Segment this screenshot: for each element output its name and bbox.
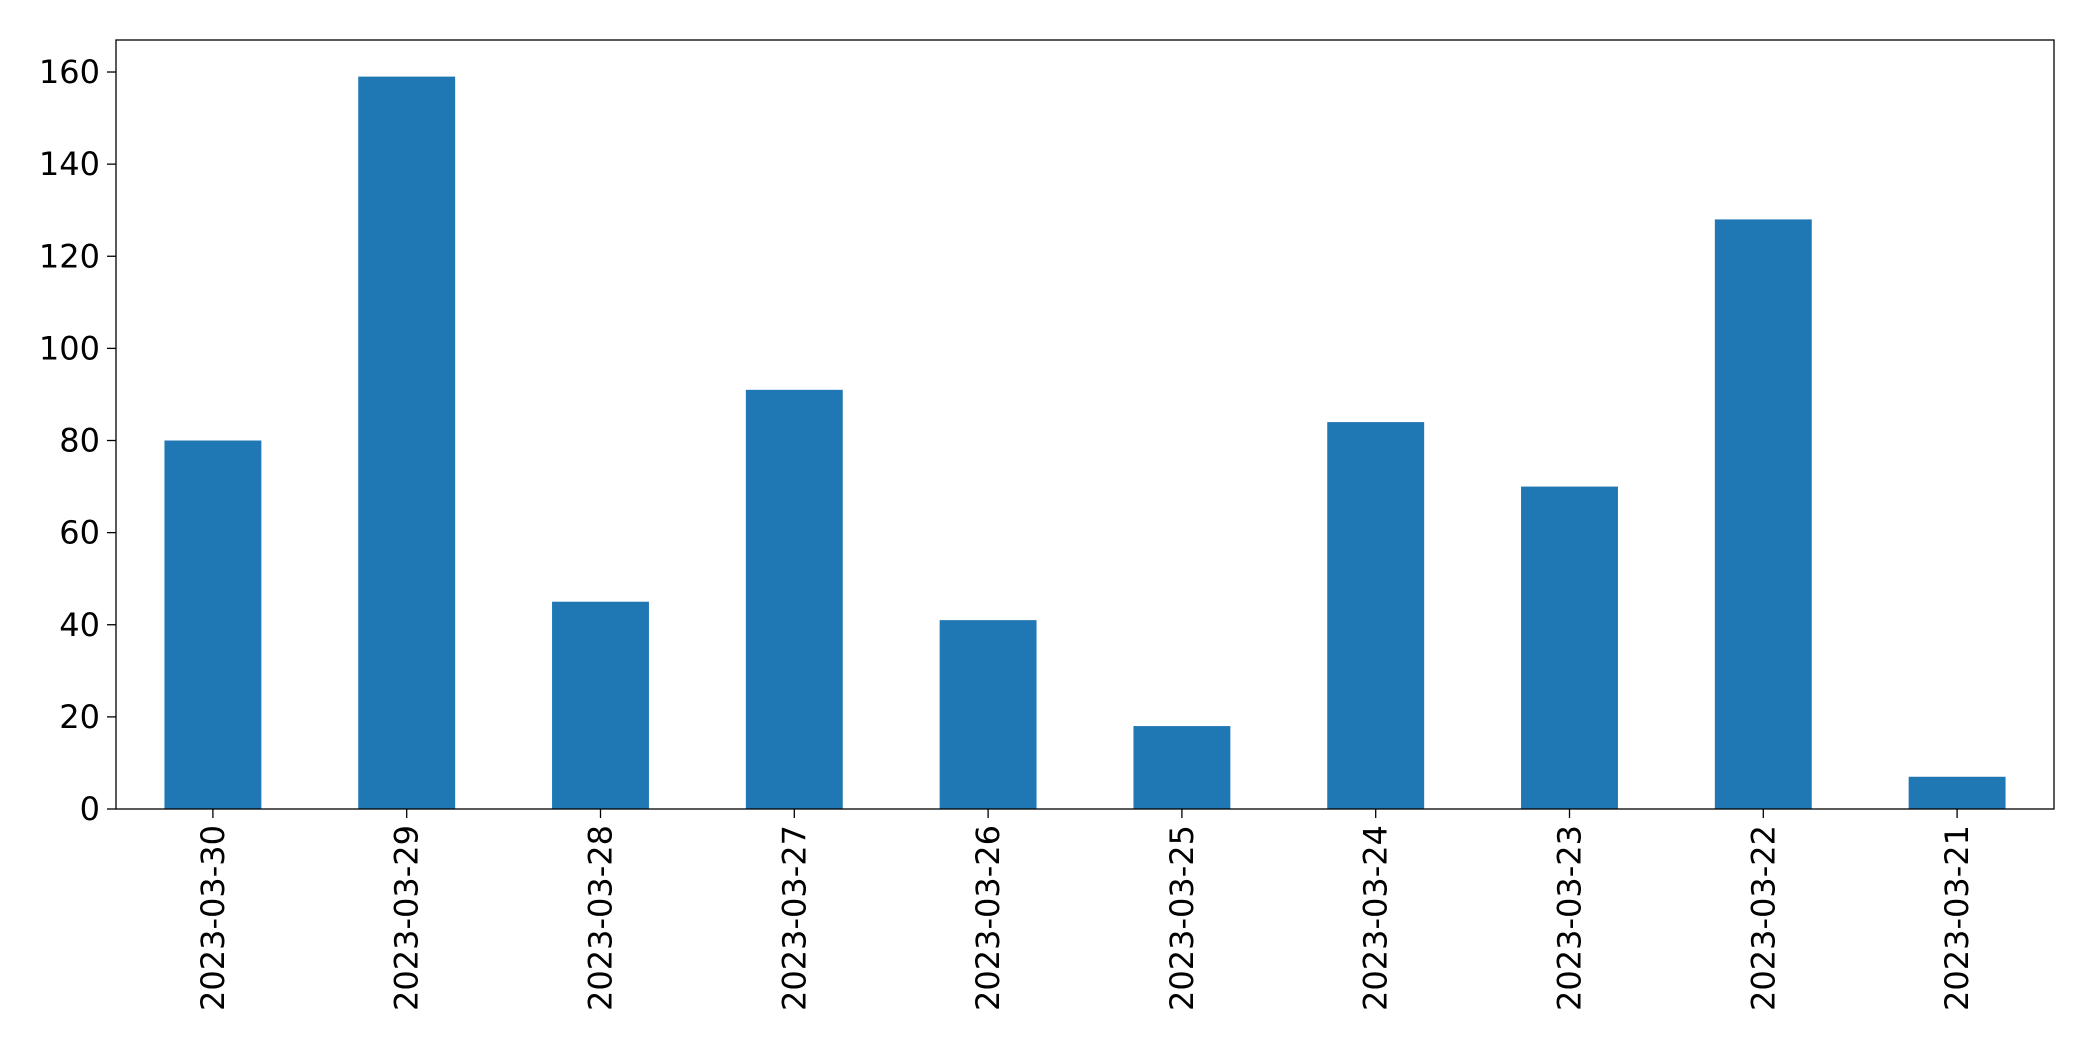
bar <box>1908 776 2006 809</box>
y-tick-label: 80 <box>59 422 100 460</box>
y-tick-label: 160 <box>39 53 100 91</box>
bar <box>939 620 1037 809</box>
x-tick-label: 2023-03-27 <box>775 825 813 1011</box>
bar <box>1714 219 1812 810</box>
bar <box>1133 726 1231 809</box>
x-tick-label: 2023-03-29 <box>388 825 426 1011</box>
bar <box>358 76 456 810</box>
y-tick-label: 60 <box>59 514 100 552</box>
plot-frame <box>115 39 2055 810</box>
y-tick-label: 40 <box>59 606 100 644</box>
bar <box>164 440 262 809</box>
y-tick-label: 20 <box>59 698 100 736</box>
y-tick-label: 140 <box>39 145 100 183</box>
bar <box>1327 422 1425 809</box>
bar <box>745 389 843 809</box>
y-tick-label: 0 <box>80 790 100 828</box>
x-tick-label: 2023-03-25 <box>1163 825 1201 1011</box>
x-tick-label: 2023-03-26 <box>969 825 1007 1011</box>
x-tick-label: 2023-03-22 <box>1744 825 1782 1011</box>
x-tick-label: 2023-03-28 <box>582 825 620 1011</box>
x-tick-label: 2023-03-21 <box>1938 825 1976 1011</box>
x-tick-label: 2023-03-23 <box>1551 825 1589 1011</box>
x-tick-label: 2023-03-24 <box>1357 825 1395 1011</box>
bar <box>1521 486 1618 809</box>
x-tick-label: 2023-03-30 <box>194 825 232 1011</box>
y-tick-label: 100 <box>39 329 100 367</box>
y-tick-label: 120 <box>39 237 100 275</box>
bar <box>552 601 649 809</box>
